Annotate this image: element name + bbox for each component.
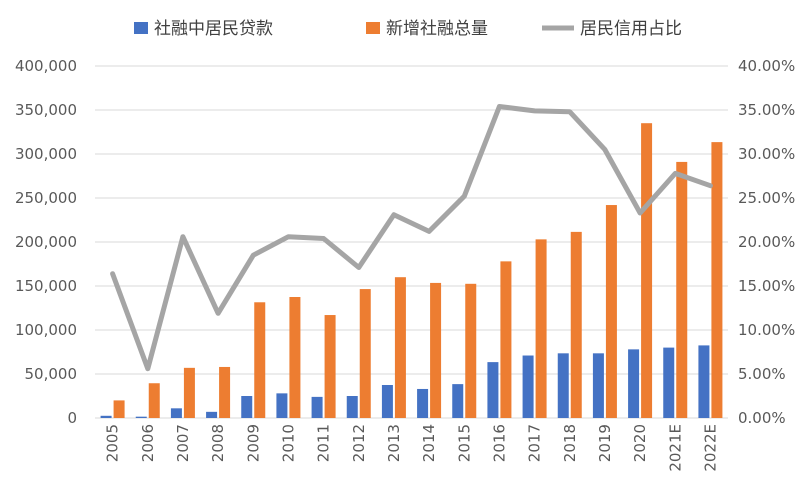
bar-total-financing bbox=[359, 289, 371, 418]
bar-total-financing bbox=[394, 277, 406, 418]
bar-total-financing bbox=[500, 261, 512, 418]
bar-resident-loans bbox=[487, 362, 499, 418]
x-tick-label: 2021E bbox=[666, 424, 684, 472]
legend-swatch bbox=[134, 22, 148, 34]
x-tick-label: 2011 bbox=[315, 424, 333, 462]
bar-resident-loans bbox=[135, 416, 147, 418]
y-left-tick-label: 250,000 bbox=[15, 189, 77, 207]
bar-resident-loans bbox=[452, 384, 464, 418]
bar-total-financing bbox=[148, 383, 160, 418]
y-right-tick-label: 5.00% bbox=[738, 365, 786, 383]
bar-resident-loans bbox=[663, 347, 675, 418]
x-tick-label: 2009 bbox=[244, 424, 262, 462]
y-right-tick-label: 40.00% bbox=[738, 57, 795, 75]
x-tick-label: 2015 bbox=[455, 424, 473, 462]
bar-resident-loans bbox=[100, 415, 112, 418]
y-left-tick-label: 200,000 bbox=[15, 233, 77, 251]
y-axis-left: 0 50,000 100,000 150,000 200,000 250,000 300,0… bbox=[15, 57, 77, 427]
x-tick-label: 2005 bbox=[104, 424, 122, 462]
y-left-tick-label: 100,000 bbox=[15, 321, 77, 339]
bar-resident-loans bbox=[170, 408, 182, 418]
bar-total-financing bbox=[183, 367, 195, 418]
bar-resident-loans bbox=[346, 396, 358, 418]
bar-total-financing bbox=[430, 282, 442, 418]
legend-label: 社融中居民贷款 bbox=[154, 19, 273, 39]
bar-resident-loans bbox=[311, 396, 323, 418]
bar-total-financing bbox=[113, 400, 125, 418]
x-tick-label: 2016 bbox=[490, 424, 508, 462]
y-right-tick-label: 30.00% bbox=[738, 145, 795, 163]
legend-label: 居民信用占比 bbox=[580, 19, 682, 39]
legend: 社融中居民贷款 新增社融总量 居民信用占比 bbox=[134, 19, 682, 39]
bar-resident-loans bbox=[628, 349, 640, 418]
bar-resident-loans bbox=[698, 345, 710, 418]
bar-total-financing bbox=[676, 161, 688, 419]
y-right-tick-label: 25.00% bbox=[738, 189, 795, 207]
x-tick-label: 2006 bbox=[139, 424, 157, 462]
bar-total-financing bbox=[641, 123, 653, 418]
bar-resident-loans bbox=[206, 411, 218, 418]
y-axis-right: 0.00% 5.00% 10.00% 15.00% 20.00% 25.00% 30.00%… bbox=[738, 57, 795, 427]
x-axis: 2005 2006 2007 2008 2009 2010 2011 2012 2013 2014… bbox=[104, 424, 720, 472]
bar-resident-loans bbox=[381, 385, 393, 418]
bar-resident-loans bbox=[557, 353, 569, 418]
y-left-tick-label: 50,000 bbox=[25, 365, 78, 383]
x-tick-label: 2022E bbox=[701, 424, 719, 472]
legend-label: 新增社融总量 bbox=[386, 19, 488, 39]
bar-resident-loans bbox=[592, 353, 604, 418]
bar-resident-loans bbox=[417, 388, 429, 418]
x-tick-label: 2010 bbox=[279, 424, 297, 462]
bar-resident-loans bbox=[241, 396, 253, 418]
x-tick-label: 2008 bbox=[209, 424, 227, 462]
bar-total-financing bbox=[711, 142, 723, 418]
bar-total-financing bbox=[324, 315, 336, 418]
y-right-tick-label: 0.00% bbox=[738, 409, 786, 427]
x-tick-label: 2019 bbox=[596, 424, 614, 462]
gridlines bbox=[95, 65, 728, 419]
bar-total-financing bbox=[219, 366, 231, 418]
x-tick-label: 2012 bbox=[350, 424, 368, 462]
y-right-tick-label: 10.00% bbox=[738, 321, 795, 339]
bar-total-financing bbox=[570, 231, 582, 418]
bars bbox=[100, 123, 723, 419]
y-left-tick-label: 400,000 bbox=[15, 57, 77, 75]
bar-total-financing bbox=[535, 239, 547, 418]
bar-resident-loans bbox=[522, 355, 534, 418]
x-tick-label: 2007 bbox=[174, 424, 192, 462]
line-series bbox=[110, 104, 713, 372]
y-left-tick-label: 150,000 bbox=[15, 277, 77, 295]
y-left-tick-label: 350,000 bbox=[15, 101, 77, 119]
bar-total-financing bbox=[254, 302, 266, 418]
x-tick-label: 2017 bbox=[526, 424, 544, 462]
y-right-tick-label: 20.00% bbox=[738, 233, 795, 251]
x-tick-label: 2014 bbox=[420, 424, 438, 462]
bar-total-financing bbox=[605, 205, 617, 418]
x-tick-label: 2013 bbox=[385, 424, 403, 462]
y-left-tick-label: 300,000 bbox=[15, 145, 77, 163]
bar-total-financing bbox=[289, 297, 301, 418]
y-left-tick-label: 0 bbox=[67, 409, 77, 427]
bar-total-financing bbox=[465, 283, 477, 418]
legend-swatch bbox=[366, 22, 380, 34]
x-tick-label: 2020 bbox=[631, 424, 649, 462]
y-right-tick-label: 35.00% bbox=[738, 101, 795, 119]
x-tick-label: 2018 bbox=[561, 424, 579, 462]
line-credit-ratio bbox=[110, 104, 713, 372]
y-right-tick-label: 15.00% bbox=[738, 277, 795, 295]
bar-resident-loans bbox=[276, 393, 288, 418]
